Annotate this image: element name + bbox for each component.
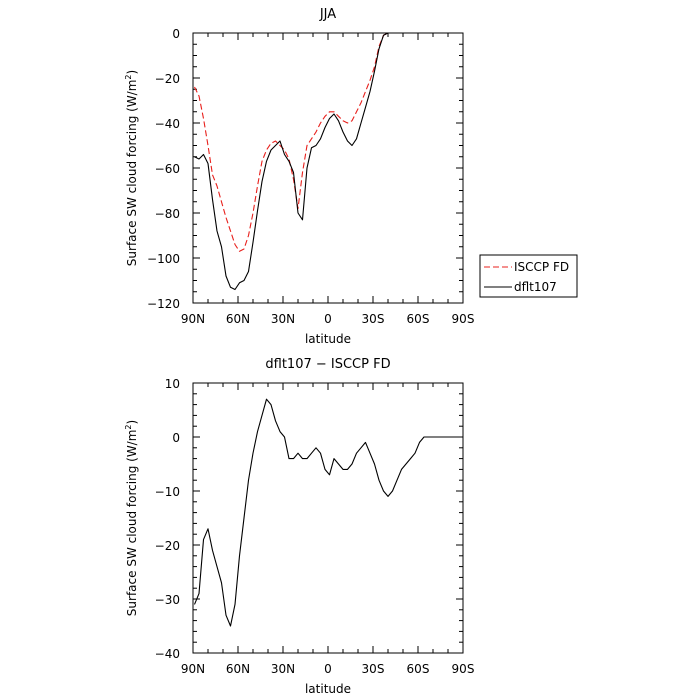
y-tick-label: −40 (155, 117, 180, 131)
y-tick-label: −80 (155, 207, 180, 221)
y-axis-label-text: Surface SW cloud forcing (W/m (125, 80, 139, 267)
y-tick-label: −120 (147, 297, 180, 311)
series-line-isccp-fd (194, 32, 460, 252)
difference-line (193, 398, 460, 627)
series-line-dflt107 (194, 32, 460, 291)
x-tick-label: 60N (226, 662, 250, 676)
chart-title: dflt107 − ISCCP FD (265, 357, 390, 372)
y-tick-label: −100 (147, 252, 180, 266)
legend-box (479, 254, 578, 298)
y-tick-label: −40 (155, 647, 180, 661)
y-tick-label: 0 (172, 27, 180, 41)
y-axis-label-superscript: 2 (124, 74, 133, 79)
y-tick-label: −20 (155, 539, 180, 553)
y-tick-label: −20 (155, 72, 180, 86)
y-axis-label-superscript: 2 (124, 424, 133, 429)
x-tick-label: 90S (452, 312, 475, 326)
y-axis-label-close: ) (125, 420, 139, 425)
x-tick-label: 30S (362, 312, 385, 326)
y-tick-label: −60 (155, 162, 180, 176)
x-tick-label: 30N (271, 662, 295, 676)
x-tick-label: 90N (181, 312, 205, 326)
x-tick-label: 30N (271, 312, 295, 326)
chart-title: JJA (319, 7, 336, 22)
plot-frame (192, 32, 464, 304)
y-axis-label: Surface SW cloud forcing (W/m2) (124, 70, 139, 266)
x-tick-label: 90S (452, 662, 475, 676)
y-axis-label-close: ) (125, 70, 139, 75)
x-tick-label: 0 (324, 662, 332, 676)
x-axis-label: latitude (305, 682, 351, 696)
x-tick-label: 60S (407, 312, 430, 326)
y-tick-label: 0 (172, 431, 180, 445)
y-tick-label: 10 (165, 377, 180, 391)
y-tick-label: −30 (155, 593, 180, 607)
x-tick-label: 90N (181, 662, 205, 676)
legend-label: dflt107 (514, 280, 557, 294)
x-tick-label: 60S (407, 662, 430, 676)
x-tick-label: 30S (362, 662, 385, 676)
legend-label: ISCCP FD (514, 260, 569, 274)
x-tick-label: 0 (324, 312, 332, 326)
y-tick-label: −10 (155, 485, 180, 499)
x-tick-label: 60N (226, 312, 250, 326)
y-axis-label-text: Surface SW cloud forcing (W/m (125, 430, 139, 617)
x-axis-label: latitude (305, 332, 351, 346)
y-axis-label: Surface SW cloud forcing (W/m2) (124, 420, 139, 616)
